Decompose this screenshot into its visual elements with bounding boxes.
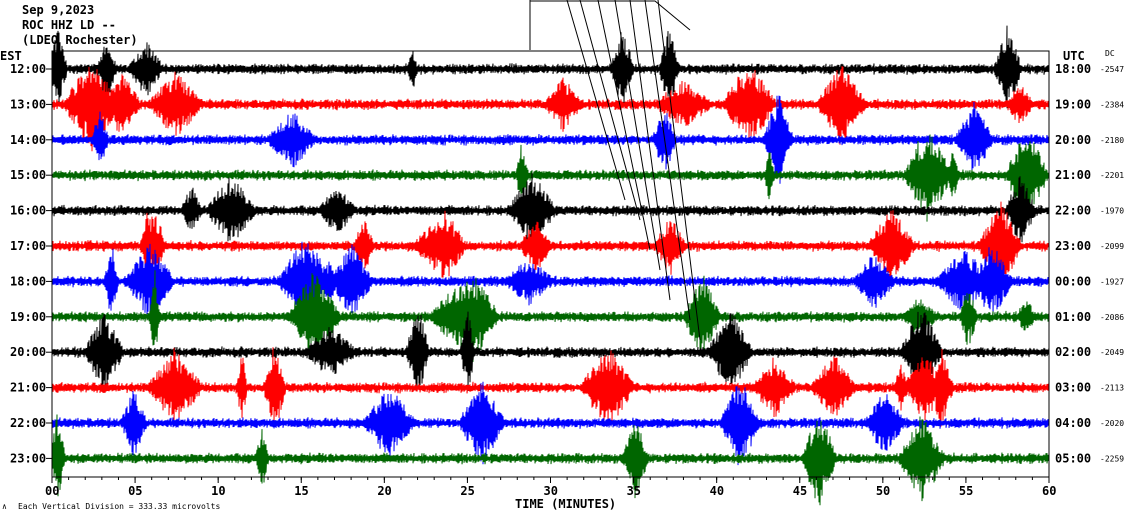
trace-row — [52, 95, 1049, 184]
utc-label: 22:00 — [1055, 204, 1091, 218]
trace-row — [52, 270, 1049, 362]
x-tick-label: 40 — [710, 484, 724, 498]
x-tick-label: 30 — [544, 484, 558, 498]
est-label: 15:00 — [10, 168, 46, 182]
x-tick-label: 60 — [1042, 484, 1056, 498]
utc-label: 20:00 — [1055, 133, 1091, 147]
utc-label: 18:00 — [1055, 62, 1091, 76]
scale-note: Each Vertical Division = 333.33 microvol… — [18, 502, 220, 511]
row-labels: 12:00 18:00 -2547 13:00 19:00 -2384 14:00 20:00… — [10, 62, 1124, 465]
dc-value: -1970 — [1100, 207, 1124, 216]
utc-axis-title: UTC — [1063, 49, 1085, 63]
trace-row — [52, 381, 1049, 466]
est-label: 13:00 — [10, 97, 46, 111]
utc-label: 05:00 — [1055, 451, 1091, 465]
trace-row — [52, 311, 1049, 393]
est-axis-title: EST — [0, 49, 22, 63]
est-label: 21:00 — [10, 381, 46, 395]
trace-row — [52, 134, 1049, 222]
dc-value: -2086 — [1100, 313, 1124, 322]
dc-value: -2201 — [1100, 171, 1124, 180]
pick-marker-line — [644, 0, 691, 321]
dc-value: -2113 — [1100, 384, 1124, 393]
utc-label: 04:00 — [1055, 416, 1091, 430]
est-label: 14:00 — [10, 133, 46, 147]
est-label: 22:00 — [10, 416, 46, 430]
pick-marker-line — [629, 0, 671, 301]
pick-marker-line — [597, 0, 651, 251]
est-label: 17:00 — [10, 239, 46, 253]
utc-label: 02:00 — [1055, 345, 1091, 359]
utc-label: 19:00 — [1055, 97, 1091, 111]
dc-value: -2547 — [1100, 65, 1124, 74]
utc-label: 21:00 — [1055, 168, 1091, 182]
pick-marker-bracket — [530, 0, 691, 31]
header-station: ROC HHZ LD -- — [22, 18, 116, 32]
x-axis-title: TIME (MINUTES) — [515, 497, 616, 511]
est-label: 20:00 — [10, 345, 46, 359]
est-label: 12:00 — [10, 62, 46, 76]
dc-value: -2020 — [1100, 419, 1124, 428]
trace-row — [52, 414, 1049, 506]
dc-value: -2259 — [1100, 454, 1124, 463]
header-date: Sep 9,2023 — [22, 3, 95, 17]
est-label: 18:00 — [10, 274, 46, 288]
utc-label: 03:00 — [1055, 381, 1091, 395]
dc-value: -2180 — [1100, 136, 1124, 145]
pick-marker-line — [614, 0, 661, 271]
trace-row — [52, 201, 1049, 290]
dc-value: -2099 — [1100, 242, 1124, 251]
x-tick-label: 10 — [211, 484, 225, 498]
x-tick-label: 05 — [128, 484, 142, 498]
time-axis: 00 05 10 15 20 25 30 35 40 45 50 55 60 — [45, 477, 1056, 498]
trace-row — [52, 241, 1049, 328]
trace-row — [52, 66, 1049, 152]
trace-row — [52, 347, 1049, 427]
x-tick-label: 55 — [959, 484, 973, 498]
pick-marker-line — [566, 0, 626, 201]
dc-column-title: DC — [1105, 49, 1115, 58]
x-tick-label: 35 — [627, 484, 641, 498]
x-tick-label: 15 — [294, 484, 308, 498]
utc-label: 00:00 — [1055, 274, 1091, 288]
est-label: 16:00 — [10, 204, 46, 218]
dc-value: -2049 — [1100, 348, 1124, 357]
trace-row — [52, 172, 1049, 248]
trace-row — [52, 25, 1049, 109]
dc-value: -2384 — [1100, 100, 1124, 109]
x-tick-label: 20 — [377, 484, 391, 498]
scale-icon: ∧ — [2, 502, 7, 511]
dc-value: -1927 — [1100, 277, 1124, 286]
est-label: 23:00 — [10, 451, 46, 465]
x-tick-label: 50 — [876, 484, 890, 498]
header-location: (LDEO Rochester) — [22, 33, 138, 47]
x-tick-label: 25 — [460, 484, 474, 498]
x-tick-label: 45 — [793, 484, 807, 498]
utc-label: 23:00 — [1055, 239, 1091, 253]
x-tick-label: 00 — [45, 484, 59, 498]
seismic-traces — [52, 25, 1049, 506]
utc-label: 01:00 — [1055, 310, 1091, 324]
pick-marker-line — [579, 0, 641, 221]
pick-marker-line — [657, 0, 701, 341]
est-label: 19:00 — [10, 310, 46, 324]
